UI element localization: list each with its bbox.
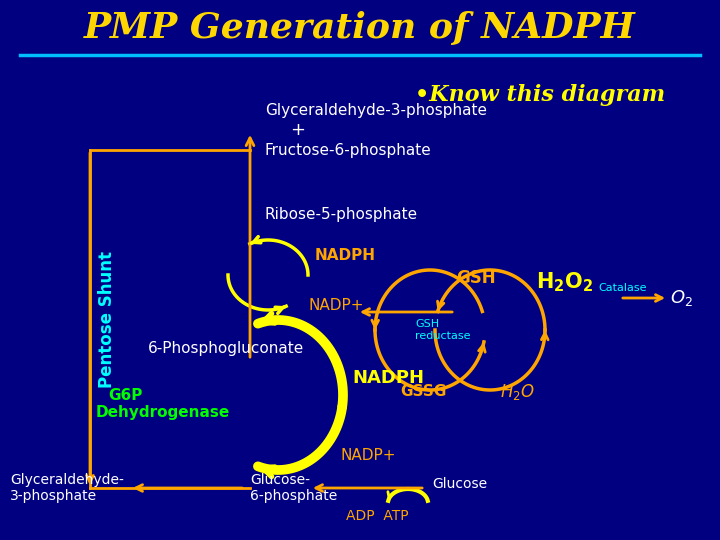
Text: Glucose: Glucose xyxy=(432,477,487,491)
Text: NADP+: NADP+ xyxy=(308,298,364,313)
Text: +: + xyxy=(290,121,305,139)
Text: Glucose-: Glucose- xyxy=(250,473,310,487)
Text: $O_2$: $O_2$ xyxy=(670,288,693,308)
Text: $\mathbf{H_2O_2}$: $\mathbf{H_2O_2}$ xyxy=(536,270,593,294)
Text: G6P: G6P xyxy=(108,388,143,402)
Text: NADPH: NADPH xyxy=(352,369,424,387)
Text: •Know this diagram: •Know this diagram xyxy=(415,84,665,106)
Text: Catalase: Catalase xyxy=(598,283,647,293)
Text: Pentose Shunt: Pentose Shunt xyxy=(98,252,116,388)
Text: GSSG: GSSG xyxy=(400,384,446,400)
Text: Ribose-5-phosphate: Ribose-5-phosphate xyxy=(265,207,418,222)
Text: NADP+: NADP+ xyxy=(340,448,395,462)
Text: Dehydrogenase: Dehydrogenase xyxy=(96,406,230,421)
Text: NADPH: NADPH xyxy=(315,247,376,262)
Text: PMP Generation of NADPH: PMP Generation of NADPH xyxy=(84,11,636,45)
Text: GSH
reductase: GSH reductase xyxy=(415,319,470,341)
Text: 6-Phosphogluconate: 6-Phosphogluconate xyxy=(148,341,305,355)
Text: 3-phosphate: 3-phosphate xyxy=(10,489,97,503)
Text: Glyceraldehyde-: Glyceraldehyde- xyxy=(10,473,124,487)
Text: 6-phosphate: 6-phosphate xyxy=(250,489,337,503)
Text: GSH: GSH xyxy=(456,269,495,287)
Text: ADP  ATP: ADP ATP xyxy=(346,509,409,523)
Text: $H_2O$: $H_2O$ xyxy=(500,382,535,402)
Text: Glyceraldehyde-3-phosphate: Glyceraldehyde-3-phosphate xyxy=(265,103,487,118)
Text: Fructose-6-phosphate: Fructose-6-phosphate xyxy=(265,143,432,158)
